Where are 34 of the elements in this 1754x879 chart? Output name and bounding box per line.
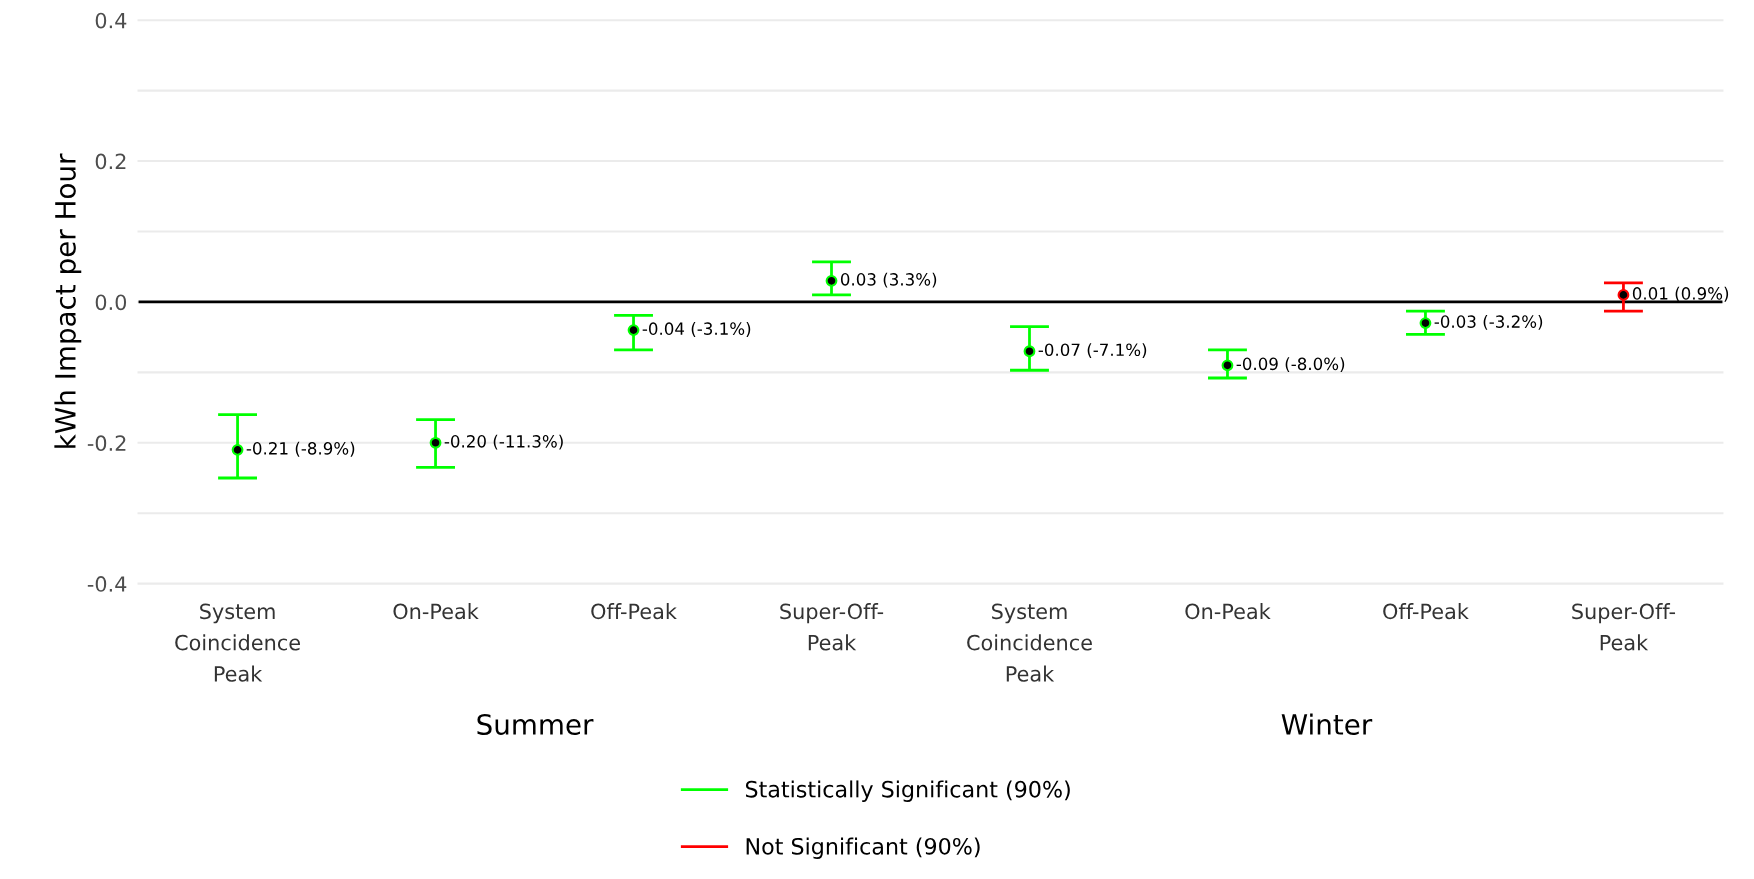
point (1617, 288, 1630, 301)
x-tick-label: Off-Peak (591, 603, 677, 620)
legend-label: Statistically Significant (90%) (745, 780, 1070, 802)
y-tick-label: 0.2 (95, 153, 126, 170)
point (1023, 345, 1036, 358)
x-tick-label: Off-Peak (1383, 603, 1469, 620)
y-tick-label: 0.0 (95, 294, 127, 311)
text: Winter (1281, 713, 1373, 735)
data-label: -0.04 (-3.1%) (642, 322, 751, 337)
data-label: -0.21 (-8.9%) (246, 441, 355, 457)
x-tick-label: Super-Off- Peak (1572, 603, 1676, 651)
point (825, 274, 838, 287)
data-label: -0.07 (-7.1%) (1038, 343, 1147, 359)
y-tick-label: -0.4 (87, 576, 127, 592)
point (627, 324, 640, 337)
data-label: -0.09 (-8.0%) (1236, 357, 1345, 373)
data-label: -0.20 (-11.3%) (444, 434, 563, 450)
data-label: 0.03 (3.3%) (840, 272, 937, 288)
x-tick-label: System Coincidence Peak (175, 603, 300, 682)
point (1221, 359, 1234, 372)
y-tick-label: 0.4 (95, 12, 127, 29)
data-label: 0.01 (0.9%) (1632, 286, 1729, 302)
y-tick-label: -0.2 (87, 435, 126, 452)
x-tick-label: Super-Off- Peak (780, 603, 884, 651)
data-label: -0.03 (-3.2%) (1434, 315, 1543, 330)
text: Summer (477, 713, 594, 735)
y-axis-title: kWh Impact per Hour (54, 153, 82, 448)
legend-label: Not Significant (90%) (746, 837, 980, 859)
point (231, 443, 244, 456)
x-tick-label: On-Peak (1185, 603, 1271, 620)
point (429, 436, 442, 449)
x-tick-label: System Coincidence Peak (967, 603, 1092, 682)
x-tick-label: On-Peak (393, 603, 479, 620)
point (1419, 317, 1432, 329)
